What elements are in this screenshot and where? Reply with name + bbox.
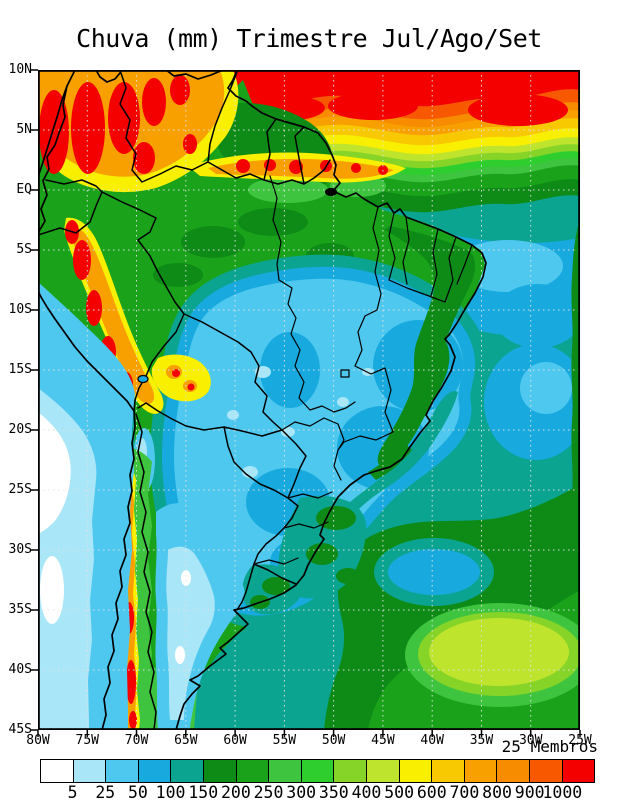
colorbar-value-label: 1000 xyxy=(542,783,583,800)
lon-tick-label: 55W xyxy=(272,733,297,748)
colorbar-value-label: 25 xyxy=(95,783,116,800)
lat-tick-label: 15S xyxy=(8,362,32,377)
lon-tick-label: 60W xyxy=(223,733,247,748)
colorbar-cell xyxy=(366,760,400,782)
colorbar-cell xyxy=(464,760,498,782)
colorbar-value-label: 50 xyxy=(128,783,148,800)
colorbar-cell xyxy=(106,760,139,782)
colorbar-value-label: 800 xyxy=(482,783,512,800)
colorbar-value-label: 300 xyxy=(286,783,317,800)
colorbar-value-label: 200 xyxy=(220,783,251,800)
colorbar-cell xyxy=(497,760,530,782)
colorbar-tick-labels: 5 25 50 100 150 200 250 300 350 400 500 600 700 800 90… xyxy=(0,783,618,800)
lon-tick-label: 75W xyxy=(75,733,100,748)
colorbar-cell xyxy=(73,760,107,782)
lon-tick-label: 30W xyxy=(518,733,543,748)
colorbar-cell xyxy=(334,760,367,782)
colorbar xyxy=(40,759,595,783)
colorbar-cell xyxy=(269,760,302,782)
colorbar-value-label: 350 xyxy=(318,783,349,800)
lon-tick-label: 35W xyxy=(469,733,494,748)
lon-tick-label: 50W xyxy=(321,733,346,748)
colorbar-value-label: 500 xyxy=(384,783,415,800)
colorbar-value-label: 600 xyxy=(416,783,447,800)
lat-tick-label: 45S xyxy=(8,722,32,737)
colorbar-cell xyxy=(529,760,563,782)
lat-tick-label: EQ xyxy=(16,182,32,197)
lat-tick-label: 10N xyxy=(8,62,32,77)
colorbar-cell xyxy=(236,760,270,782)
lat-tick-label: 35S xyxy=(8,602,32,617)
lat-axis-labels: 10N 5N EQ 5S 10S 15S 20S 25S 30S 35S 40S 45S xyxy=(0,0,33,800)
lat-tick-label: 5N xyxy=(16,122,32,137)
lon-tick-label: 40W xyxy=(420,733,444,748)
colorbar-cell xyxy=(432,760,465,782)
colorbar-value-label: 150 xyxy=(188,783,219,800)
lat-tick-label: 5S xyxy=(16,242,32,257)
page-title: Chuva (mm) Trimestre Jul/Ago/Set xyxy=(76,24,542,53)
colorbar-value-label: 250 xyxy=(253,783,284,800)
colorbar-cell xyxy=(203,760,237,782)
colorbar-cell xyxy=(171,760,204,782)
colorbar-cell xyxy=(138,760,172,782)
colorbar-value-label: 5 xyxy=(67,783,78,800)
lat-tick-label: 30S xyxy=(8,542,32,557)
lat-tick-label: 10S xyxy=(8,302,32,317)
lat-tick-label: 40S xyxy=(8,662,32,677)
lon-tick-label: 80W xyxy=(26,733,50,748)
colorbar-value-label: 900 xyxy=(514,783,545,800)
lon-tick-label: 45W xyxy=(371,733,395,748)
colorbar-value-label: 700 xyxy=(449,783,480,800)
lat-tick-label: 20S xyxy=(8,422,32,437)
lat-tick-label: 25S xyxy=(8,482,32,497)
lon-tick-label: 25W xyxy=(568,733,592,748)
colorbar-cell xyxy=(399,760,433,782)
colorbar-cell xyxy=(301,760,335,782)
colorbar-value-label: 100 xyxy=(155,783,186,800)
colorbar-cell xyxy=(562,760,595,782)
ensemble-label: 25 Membros xyxy=(501,737,598,756)
lon-tick-label: 65W xyxy=(174,733,198,748)
colorbar-value-label: 400 xyxy=(351,783,382,800)
lon-tick-label: 70W xyxy=(124,733,149,748)
colorbar-cell xyxy=(41,760,74,782)
